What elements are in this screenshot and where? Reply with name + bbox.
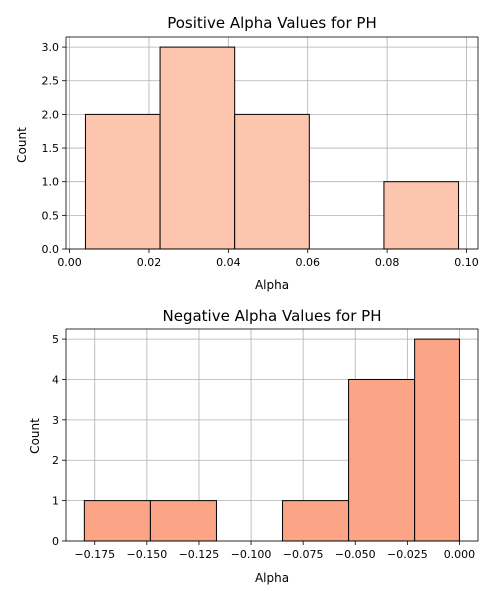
x-tick-label: −0.150 <box>126 548 167 561</box>
plot-frame <box>65 328 479 542</box>
chart-title: Positive Alpha Values for PH <box>167 14 377 32</box>
y-tick-label: 1.5 <box>42 142 60 155</box>
y-tick-label: 2 <box>52 454 59 467</box>
x-tick-label: 0.000 <box>444 548 476 561</box>
x-tick-label: 0.10 <box>454 256 479 269</box>
histogram-bar <box>348 378 416 542</box>
y-tick-label: 0 <box>52 535 59 548</box>
x-tick-label: 0.02 <box>137 256 162 269</box>
y-tick-label: 2.0 <box>42 108 60 121</box>
histogram-bar <box>84 113 161 250</box>
y-tick-label: 1 <box>52 495 59 508</box>
y-tick-label: 3 <box>52 414 59 427</box>
y-tick-label: 4 <box>52 373 59 386</box>
y-tick-label: 3.0 <box>42 41 60 54</box>
histogram-bar <box>234 113 310 250</box>
y-axis-label: Count <box>28 418 42 454</box>
histogram-bar <box>159 46 236 250</box>
y-tick-label: 0.5 <box>42 209 60 222</box>
x-axis-label: Alpha <box>255 278 289 292</box>
histogram-bar <box>83 500 151 542</box>
x-tick-label: 0.00 <box>57 256 82 269</box>
x-tick-label: −0.100 <box>231 548 272 561</box>
histogram-bar <box>149 500 217 542</box>
x-tick-label: 0.08 <box>375 256 400 269</box>
positive-alpha-histogram: Positive Alpha Values for PH 0.00 0.02 0.0… <box>15 14 479 292</box>
histogram-bar <box>383 181 460 250</box>
x-tick-label: −0.125 <box>179 548 220 561</box>
x-tick-label: 0.06 <box>295 256 320 269</box>
x-tick-label: −0.025 <box>387 548 428 561</box>
plot-frame <box>65 36 479 250</box>
histogram-bar <box>282 500 350 542</box>
x-tick-label: −0.050 <box>335 548 376 561</box>
y-tick-label: 1.0 <box>42 176 60 189</box>
chart-title: Negative Alpha Values for PH <box>163 307 382 325</box>
x-tick-label: −0.175 <box>74 548 115 561</box>
y-tick-label: 5 <box>52 333 59 346</box>
histogram-bar <box>414 338 460 542</box>
y-axis-label: Count <box>15 127 29 163</box>
y-tick-label: 2.5 <box>42 75 60 88</box>
x-tick-label: −0.075 <box>283 548 324 561</box>
y-tick-label: 0.0 <box>42 243 60 256</box>
x-tick-label: 0.04 <box>216 256 241 269</box>
x-axis-label: Alpha <box>255 571 289 585</box>
negative-alpha-histogram: Negative Alpha Values for PH −0.175 −0.15… <box>28 307 479 585</box>
